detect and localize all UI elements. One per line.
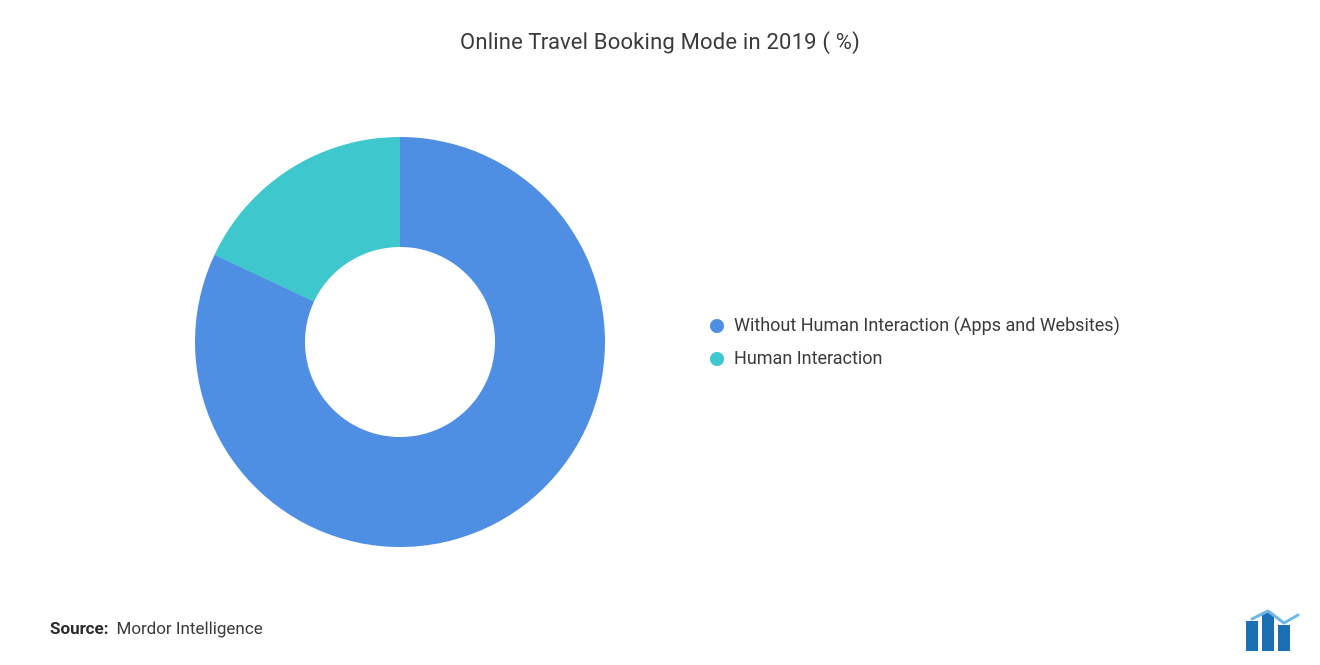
chart-container: Online Travel Booking Mode in 2019 ( %) …: [0, 0, 1320, 665]
legend-item-1: Human Interaction: [710, 346, 1130, 371]
source-row: Source: Mordor Intelligence: [50, 619, 1270, 639]
source-label: Source:: [50, 619, 108, 639]
legend-swatch-icon: [710, 319, 724, 333]
mordor-logo-icon: [1244, 609, 1302, 651]
chart-row: Without Human Interaction (Apps and Webs…: [50, 75, 1270, 609]
donut-chart: [150, 112, 650, 572]
source-text: Mordor Intelligence: [116, 619, 262, 639]
chart-title: Online Travel Booking Mode in 2019 ( %): [50, 30, 1270, 55]
legend-swatch-icon: [710, 352, 724, 366]
legend-item-0: Without Human Interaction (Apps and Webs…: [710, 313, 1130, 338]
legend: Without Human Interaction (Apps and Webs…: [710, 313, 1130, 371]
legend-label: Without Human Interaction (Apps and Webs…: [734, 313, 1120, 338]
legend-label: Human Interaction: [734, 346, 882, 371]
